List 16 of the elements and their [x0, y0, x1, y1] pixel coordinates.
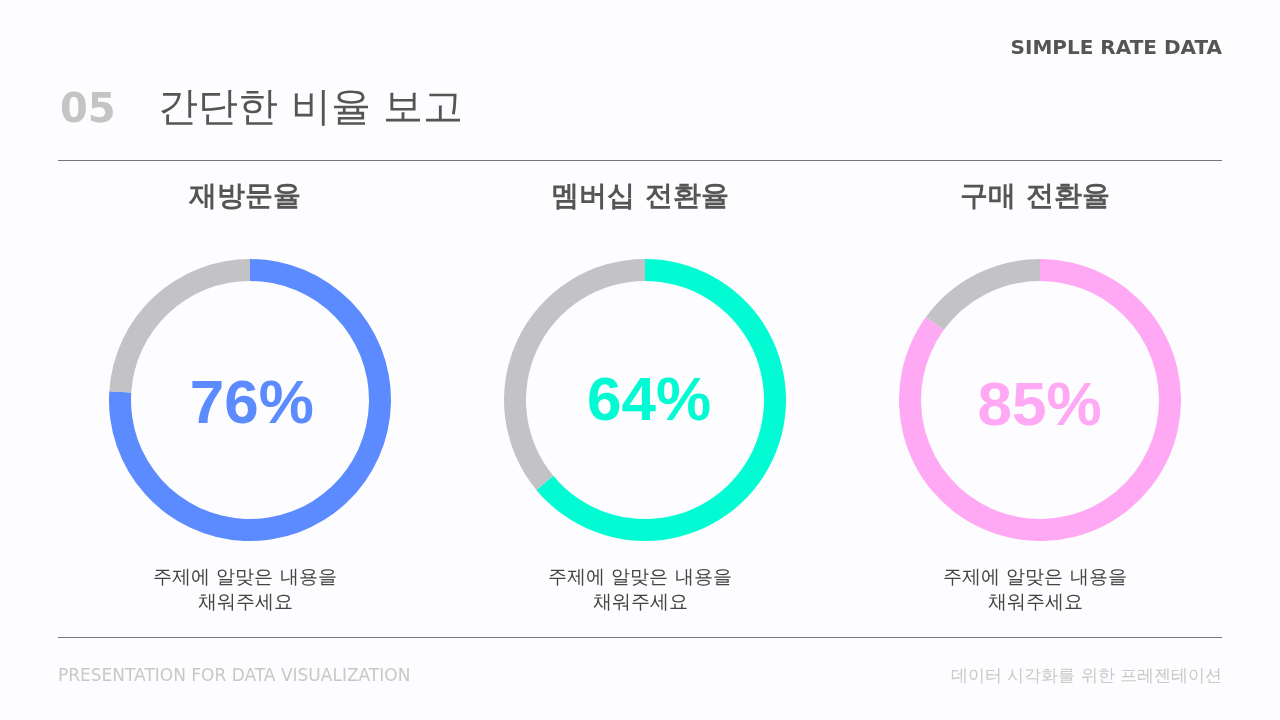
- data-label: 64%: [587, 364, 712, 435]
- text: 주제에 알맞은 내용을 채워주세요: [942, 564, 1128, 614]
- text: 05: [60, 84, 116, 132]
- donut-slice: [536, 259, 786, 541]
- chart-title: 멤버십 전환율: [550, 178, 730, 214]
- chart-title: 재방문율: [188, 178, 302, 214]
- text: 주제에 알맞은 내용을 채워주세요: [152, 564, 338, 614]
- text: SIMPLE RATE DATA: [1010, 34, 1222, 61]
- data-label: 85%: [977, 368, 1102, 439]
- donut-slice: [109, 259, 391, 541]
- text: 간단한 비율 보고: [158, 82, 464, 131]
- data-label: 76%: [189, 367, 314, 438]
- donut-slice: [899, 259, 1181, 541]
- chart-title: 구매 전환율: [959, 178, 1111, 214]
- donut-slice: [925, 259, 1040, 331]
- text: 주제에 알맞은 내용을 채워주세요: [547, 564, 733, 614]
